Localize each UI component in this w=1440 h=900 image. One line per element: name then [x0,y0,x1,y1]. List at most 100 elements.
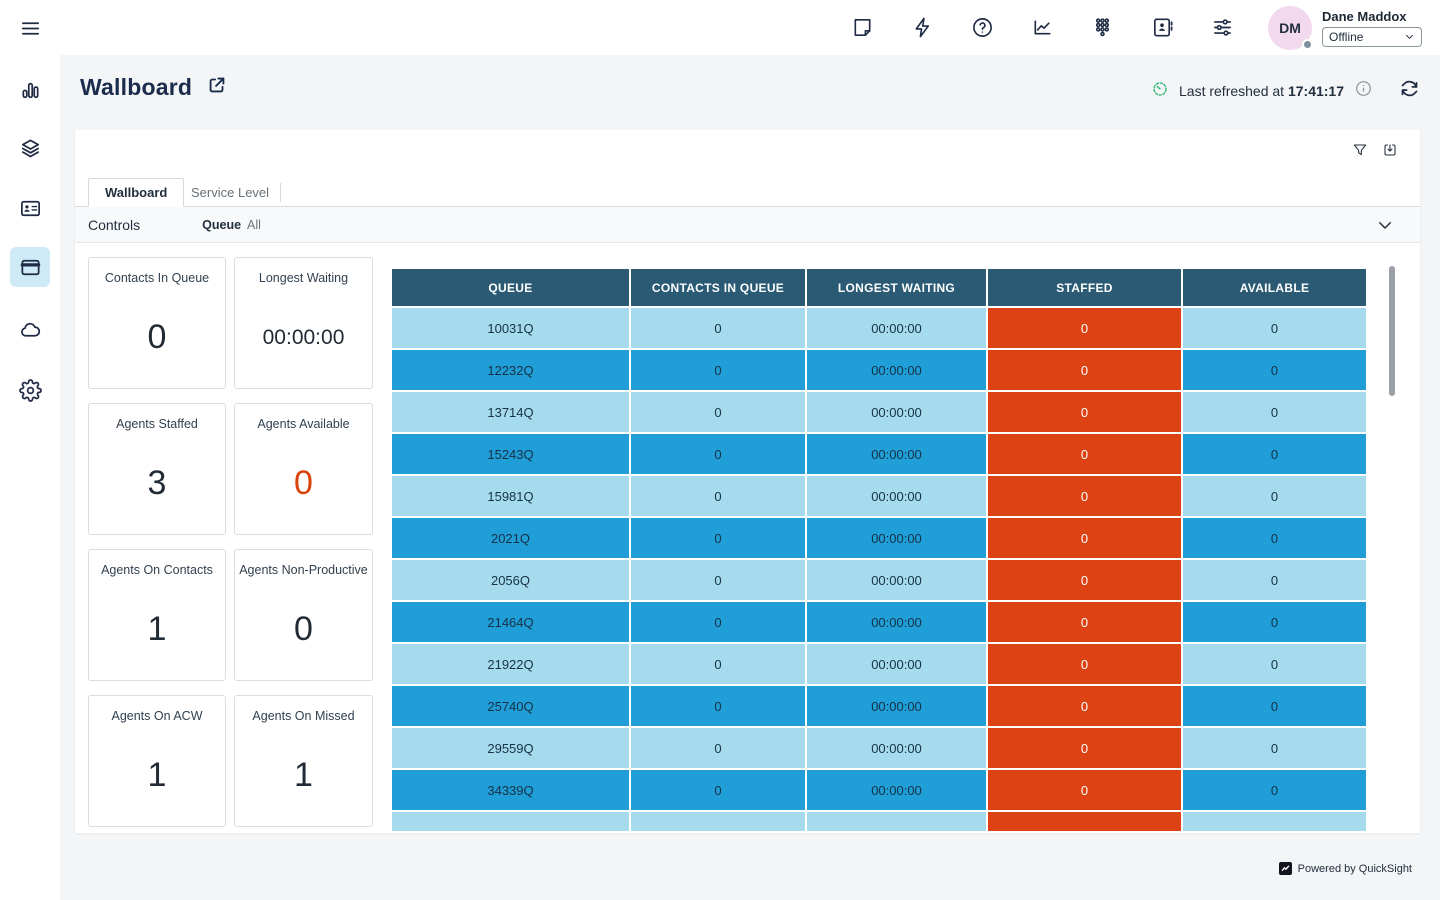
value-cell: 00:00:00 [807,392,986,432]
chevron-down-icon [1404,31,1415,42]
kpi-agents-on-missed: Agents On Missed 1 [234,695,373,827]
external-link-icon[interactable] [206,74,228,101]
tab-divider [280,183,281,202]
value-cell [807,812,986,831]
value-cell: 0 [988,644,1181,684]
kpi-agents-on-acw: Agents On ACW 1 [88,695,226,827]
queue-cell: 15981Q [392,476,629,516]
value-cell: 00:00:00 [807,728,986,768]
value-cell: 0 [1183,602,1366,642]
value-cell: 0 [631,770,805,810]
lightning-icon[interactable] [892,0,952,55]
kpi-longest-waiting: Longest Waiting 00:00:00 [234,257,373,389]
value-cell: 0 [1183,518,1366,558]
value-cell: 0 [1183,728,1366,768]
table-header-cell: LONGEST WAITING [807,269,986,306]
sidebar-item-settings[interactable] [10,370,50,410]
dialpad-icon[interactable] [1072,0,1132,55]
value-cell: 0 [988,518,1181,558]
bar-chart-icon [19,79,42,102]
refresh-icon[interactable] [1399,78,1420,104]
value-cell: 0 [631,728,805,768]
metrics-icon[interactable] [1012,0,1072,55]
menu-icon[interactable] [10,8,50,48]
queue-cell: 2021Q [392,518,629,558]
sticky-note-icon[interactable] [832,0,892,55]
topbar: DM Dane Maddox Offline [60,0,1440,55]
table-header-cell: CONTACTS IN QUEUE [631,269,805,306]
last-refreshed-text: Last refreshed at 17:41:17 [1179,83,1344,99]
sidebar-item-cloud[interactable] [10,310,50,350]
sidebar-item-analytics[interactable] [10,70,50,110]
quicksight-footer: Powered by QuickSight [1279,862,1412,875]
status-dot [1302,39,1313,50]
queue-cell: 21464Q [392,602,629,642]
export-icon[interactable] [1382,142,1398,163]
table-header-cell: AVAILABLE [1183,269,1366,306]
kpi-agents-non-productive: Agents Non-Productive 0 [234,549,373,681]
cloud-icon [19,319,42,342]
queue-table-wrap: QUEUECONTACTS IN QUEUELONGEST WAITINGSTA… [392,269,1366,831]
tab-service-level[interactable]: Service Level [175,178,285,207]
value-cell: 0 [988,350,1181,390]
dashboard-card: Wallboard Service Level Controls QueueAl… [75,130,1420,833]
value-cell: 0 [631,560,805,600]
value-cell: 0 [988,560,1181,600]
sidebar-item-channels[interactable] [10,128,50,168]
sidebar-item-contacts[interactable] [10,188,50,228]
sidebar-item-wallboard[interactable] [10,247,50,287]
value-cell: 00:00:00 [807,560,986,600]
table-scrollbar[interactable] [1389,266,1395,396]
value-cell: 0 [988,434,1181,474]
value-cell: 0 [1183,350,1366,390]
queue-filter[interactable]: QueueAll [202,218,261,232]
controls-label: Controls [88,217,140,233]
status-value: Offline [1329,30,1363,44]
filter-icon[interactable] [1352,142,1368,163]
value-cell: 0 [1183,392,1366,432]
status-dropdown[interactable]: Offline [1322,27,1422,47]
queue-cell: 15243Q [392,434,629,474]
value-cell: 0 [631,644,805,684]
value-cell: 0 [631,308,805,348]
queue-cell: 2056Q [392,560,629,600]
queue-cell: 34339Q [392,770,629,810]
timer-icon [1151,80,1169,103]
chevron-down-icon[interactable] [1376,216,1394,239]
kpi-grid: Contacts In Queue 0 Longest Waiting 00:0… [88,257,373,827]
value-cell: 0 [988,308,1181,348]
queue-cell: 10031Q [392,308,629,348]
value-cell: 0 [1183,476,1366,516]
help-icon[interactable] [952,0,1012,55]
directory-icon[interactable] [1132,0,1192,55]
value-cell: 0 [988,602,1181,642]
value-cell: 0 [631,434,805,474]
value-cell: 0 [631,392,805,432]
queue-cell: 13714Q [392,392,629,432]
value-cell: 0 [988,476,1181,516]
queue-cell [392,812,629,831]
value-cell: 0 [631,476,805,516]
user-name: Dane Maddox [1322,9,1422,24]
layers-icon [19,137,42,160]
sliders-icon[interactable] [1192,0,1252,55]
tab-bar: Wallboard Service Level [75,178,1420,207]
value-cell: 0 [631,686,805,726]
value-cell: 00:00:00 [807,770,986,810]
queue-cell: 25740Q [392,686,629,726]
kpi-agents-available: Agents Available 0 [234,403,373,535]
value-cell [988,812,1181,831]
value-cell: 0 [1183,644,1366,684]
kpi-agents-staffed: Agents Staffed 3 [88,403,226,535]
kpi-contacts-in-queue: Contacts In Queue 0 [88,257,226,389]
value-cell: 0 [631,350,805,390]
tab-wallboard[interactable]: Wallboard [88,178,184,207]
powered-by-text: Powered by QuickSight [1298,863,1412,875]
wallboard-table: QUEUECONTACTS IN QUEUELONGEST WAITINGSTA… [392,269,1366,831]
value-cell: 0 [1183,434,1366,474]
value-cell [1183,812,1366,831]
value-cell: 0 [631,518,805,558]
value-cell: 0 [988,770,1181,810]
value-cell: 00:00:00 [807,686,986,726]
info-icon[interactable] [1354,79,1373,103]
